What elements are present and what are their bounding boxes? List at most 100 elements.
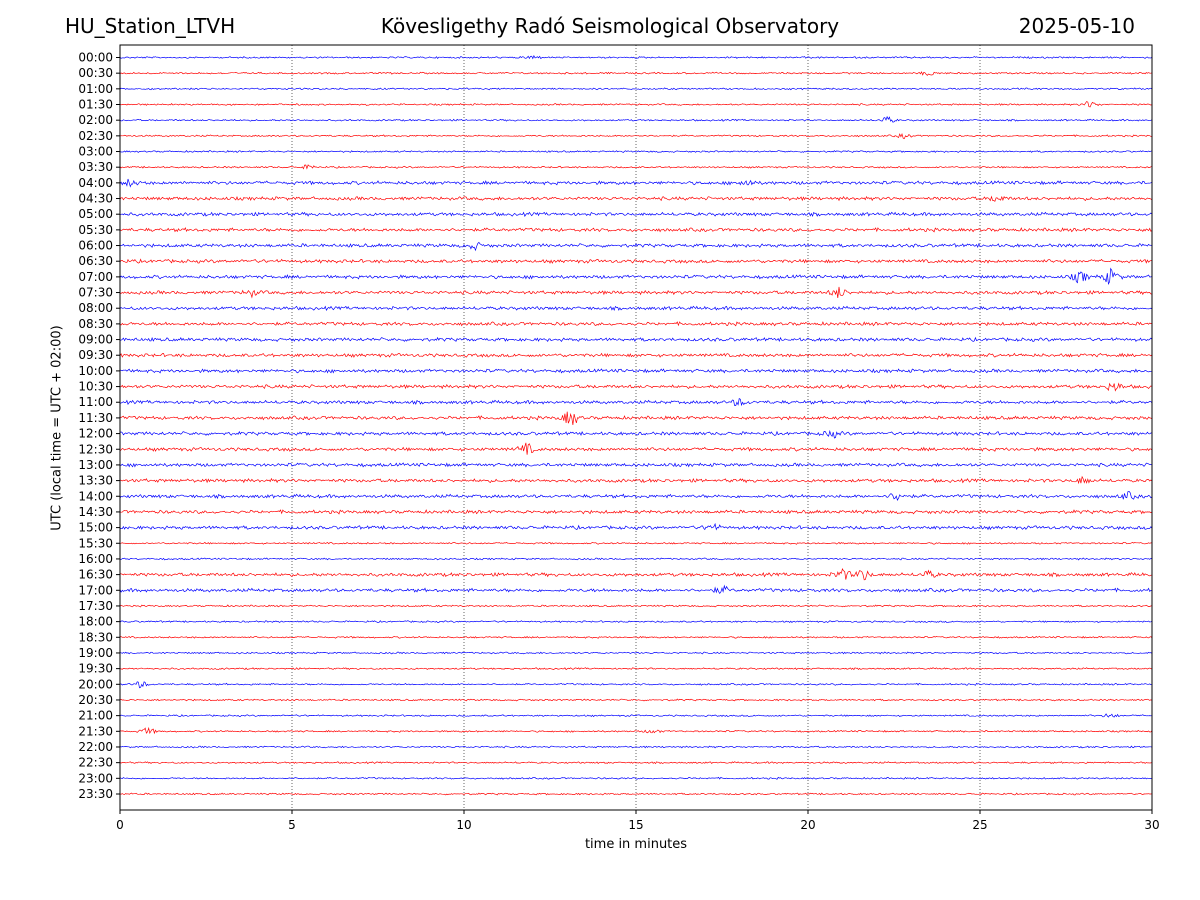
y-tick-label: 10:30 <box>78 380 113 394</box>
x-axis-ticks: 0 5 10 15 20 25 30 <box>116 810 1160 832</box>
y-tick-label: 04:00 <box>78 176 113 190</box>
trace-line <box>119 491 1153 501</box>
trace-line <box>119 286 1153 299</box>
y-tick-label: 16:00 <box>78 552 113 566</box>
y-tick-label: 13:30 <box>78 474 113 488</box>
x-tick-label: 15 <box>628 818 643 832</box>
y-tick-label: 18:00 <box>78 615 113 629</box>
y-tick-label: 22:30 <box>78 756 113 770</box>
trace-line <box>119 713 1153 718</box>
y-axis-label: UTC (local time = UTC + 02:00) <box>49 325 65 531</box>
trace-line <box>119 620 1153 624</box>
trace-line <box>119 681 1153 689</box>
y-tick-label: 16:30 <box>78 568 113 582</box>
y-tick-label: 15:30 <box>78 536 113 550</box>
trace-line <box>119 509 1153 515</box>
trace-line <box>119 442 1153 455</box>
x-tick-label: 20 <box>800 818 815 832</box>
y-tick-label: 18:30 <box>78 630 113 644</box>
y-tick-label: 08:00 <box>78 301 113 315</box>
y-tick-label: 12:30 <box>78 442 113 456</box>
y-tick-label: 02:30 <box>78 129 113 143</box>
y-tick-label: 19:00 <box>78 646 113 660</box>
y-tick-label: 19:30 <box>78 662 113 676</box>
y-tick-label: 17:00 <box>78 583 113 597</box>
trace-line <box>119 305 1153 312</box>
trace-line <box>119 776 1152 780</box>
y-tick-label: 09:00 <box>78 333 113 347</box>
trace-line <box>119 698 1153 702</box>
y-tick-label: 14:00 <box>78 489 113 503</box>
trace-line <box>119 55 1153 60</box>
trace-line <box>119 101 1153 108</box>
trace-line <box>119 604 1153 608</box>
y-tick-label: 01:30 <box>78 98 113 112</box>
trace-line <box>119 211 1153 218</box>
y-tick-label: 07:30 <box>78 286 113 300</box>
y-tick-label: 05:00 <box>78 207 113 221</box>
trace-line <box>119 761 1153 765</box>
trace-line <box>119 178 1153 188</box>
y-tick-label: 07:00 <box>78 270 113 284</box>
y-tick-label: 06:30 <box>78 254 113 268</box>
trace-line <box>119 321 1153 327</box>
y-tick-label: 13:00 <box>78 458 113 472</box>
y-tick-label: 04:30 <box>78 192 113 206</box>
chart-title: Kövesligethy Radó Seismological Observat… <box>380 14 840 38</box>
trace-line <box>119 635 1153 639</box>
y-tick-label: 17:30 <box>78 599 113 613</box>
trace-line <box>119 267 1153 286</box>
x-tick-label: 30 <box>1144 818 1159 832</box>
y-tick-label: 09:30 <box>78 348 113 362</box>
y-tick-label: 02:00 <box>78 113 113 127</box>
trace-line <box>119 522 1153 531</box>
trace-line <box>119 71 1153 76</box>
y-tick-label: 01:00 <box>78 82 113 96</box>
y-tick-label: 03:30 <box>78 160 113 174</box>
x-tick-label: 10 <box>456 818 471 832</box>
y-tick-label: 21:30 <box>78 724 113 738</box>
y-tick-label: 23:30 <box>78 787 113 801</box>
trace-line <box>119 792 1153 796</box>
y-tick-label: 00:00 <box>78 51 113 65</box>
trace-line <box>119 541 1152 545</box>
trace-line <box>119 87 1153 91</box>
trace-line <box>119 726 1153 735</box>
x-tick-label: 0 <box>116 818 124 832</box>
y-tick-label: 15:00 <box>78 521 113 535</box>
x-axis-label: time in minutes <box>584 837 688 852</box>
trace-line <box>119 258 1153 264</box>
trace-line <box>119 336 1153 343</box>
y-tick-label: 23:00 <box>78 771 113 785</box>
trace-line <box>119 667 1153 671</box>
trace-line <box>119 567 1153 581</box>
y-tick-label: 06:00 <box>78 239 113 253</box>
trace-line <box>119 429 1153 439</box>
trace-line <box>119 150 1153 153</box>
y-tick-label: 05:30 <box>78 223 113 237</box>
trace-line <box>119 115 1153 123</box>
trace-line <box>119 132 1153 140</box>
y-tick-label: 22:00 <box>78 740 113 754</box>
trace-line <box>119 745 1153 749</box>
y-tick-label: 14:30 <box>78 505 113 519</box>
trace-line <box>119 651 1153 655</box>
trace-line <box>119 382 1153 392</box>
trace-line <box>119 368 1153 374</box>
trace-line <box>119 398 1153 407</box>
trace-line <box>119 411 1153 426</box>
trace-line <box>119 462 1153 468</box>
trace-line <box>119 475 1153 485</box>
y-tick-label: 11:00 <box>78 395 113 409</box>
y-tick-label: 10:00 <box>78 364 113 378</box>
station-name: HU_Station_LTVH <box>65 14 236 38</box>
seismic-traces <box>119 55 1153 796</box>
trace-line <box>119 557 1153 561</box>
trace-line <box>119 227 1153 233</box>
grid-lines <box>291 45 981 810</box>
y-tick-label: 20:00 <box>78 677 113 691</box>
trace-line <box>119 241 1153 252</box>
y-tick-label: 08:30 <box>78 317 113 331</box>
